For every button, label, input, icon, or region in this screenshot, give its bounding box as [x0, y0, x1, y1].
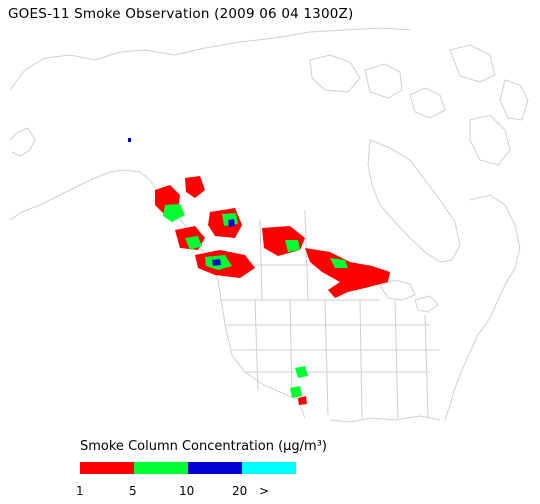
smoke-plume-bc-interior-blue [228, 219, 235, 227]
smoke-plume-alberta [262, 226, 305, 256]
smoke-plume-bc-green [163, 204, 185, 222]
legend-tick-1: 1 [76, 484, 84, 498]
legend-tick-gt: > [259, 484, 270, 498]
legend-colorbar [80, 462, 296, 474]
smoke-plume-southwest-3 [298, 396, 307, 405]
legend-title: Smoke Column Concentration (μg/m³) [80, 439, 327, 454]
smoke-plume-alberta-green [285, 240, 300, 252]
smoke-plumes [128, 138, 390, 405]
legend-swatch-20-plus [242, 462, 296, 474]
legend-tick-10: 10 [179, 484, 195, 498]
smoke-plume-southwest-2 [290, 386, 302, 398]
smoke-plume-sask [305, 248, 390, 298]
legend-swatch-5-10 [134, 462, 188, 474]
legend-swatch-1-5 [80, 462, 134, 474]
map-title: GOES-11 Smoke Observation (2009 06 04 13… [8, 6, 354, 22]
smoke-speck-alaska [128, 138, 131, 142]
smoke-plume-bc-coast-green [185, 236, 202, 250]
legend-tick-5: 5 [129, 484, 137, 498]
smoke-plume-bc-south-blue [212, 259, 221, 266]
coastline-outlines [9, 27, 529, 423]
smoke-plume-sask-green [330, 258, 348, 268]
legend-swatch-10-20 [188, 462, 242, 474]
smoke-plume-southwest-1 [295, 366, 308, 378]
legend-tick-20: 20 [232, 484, 248, 498]
smoke-plume-bc-north-2 [185, 176, 205, 198]
